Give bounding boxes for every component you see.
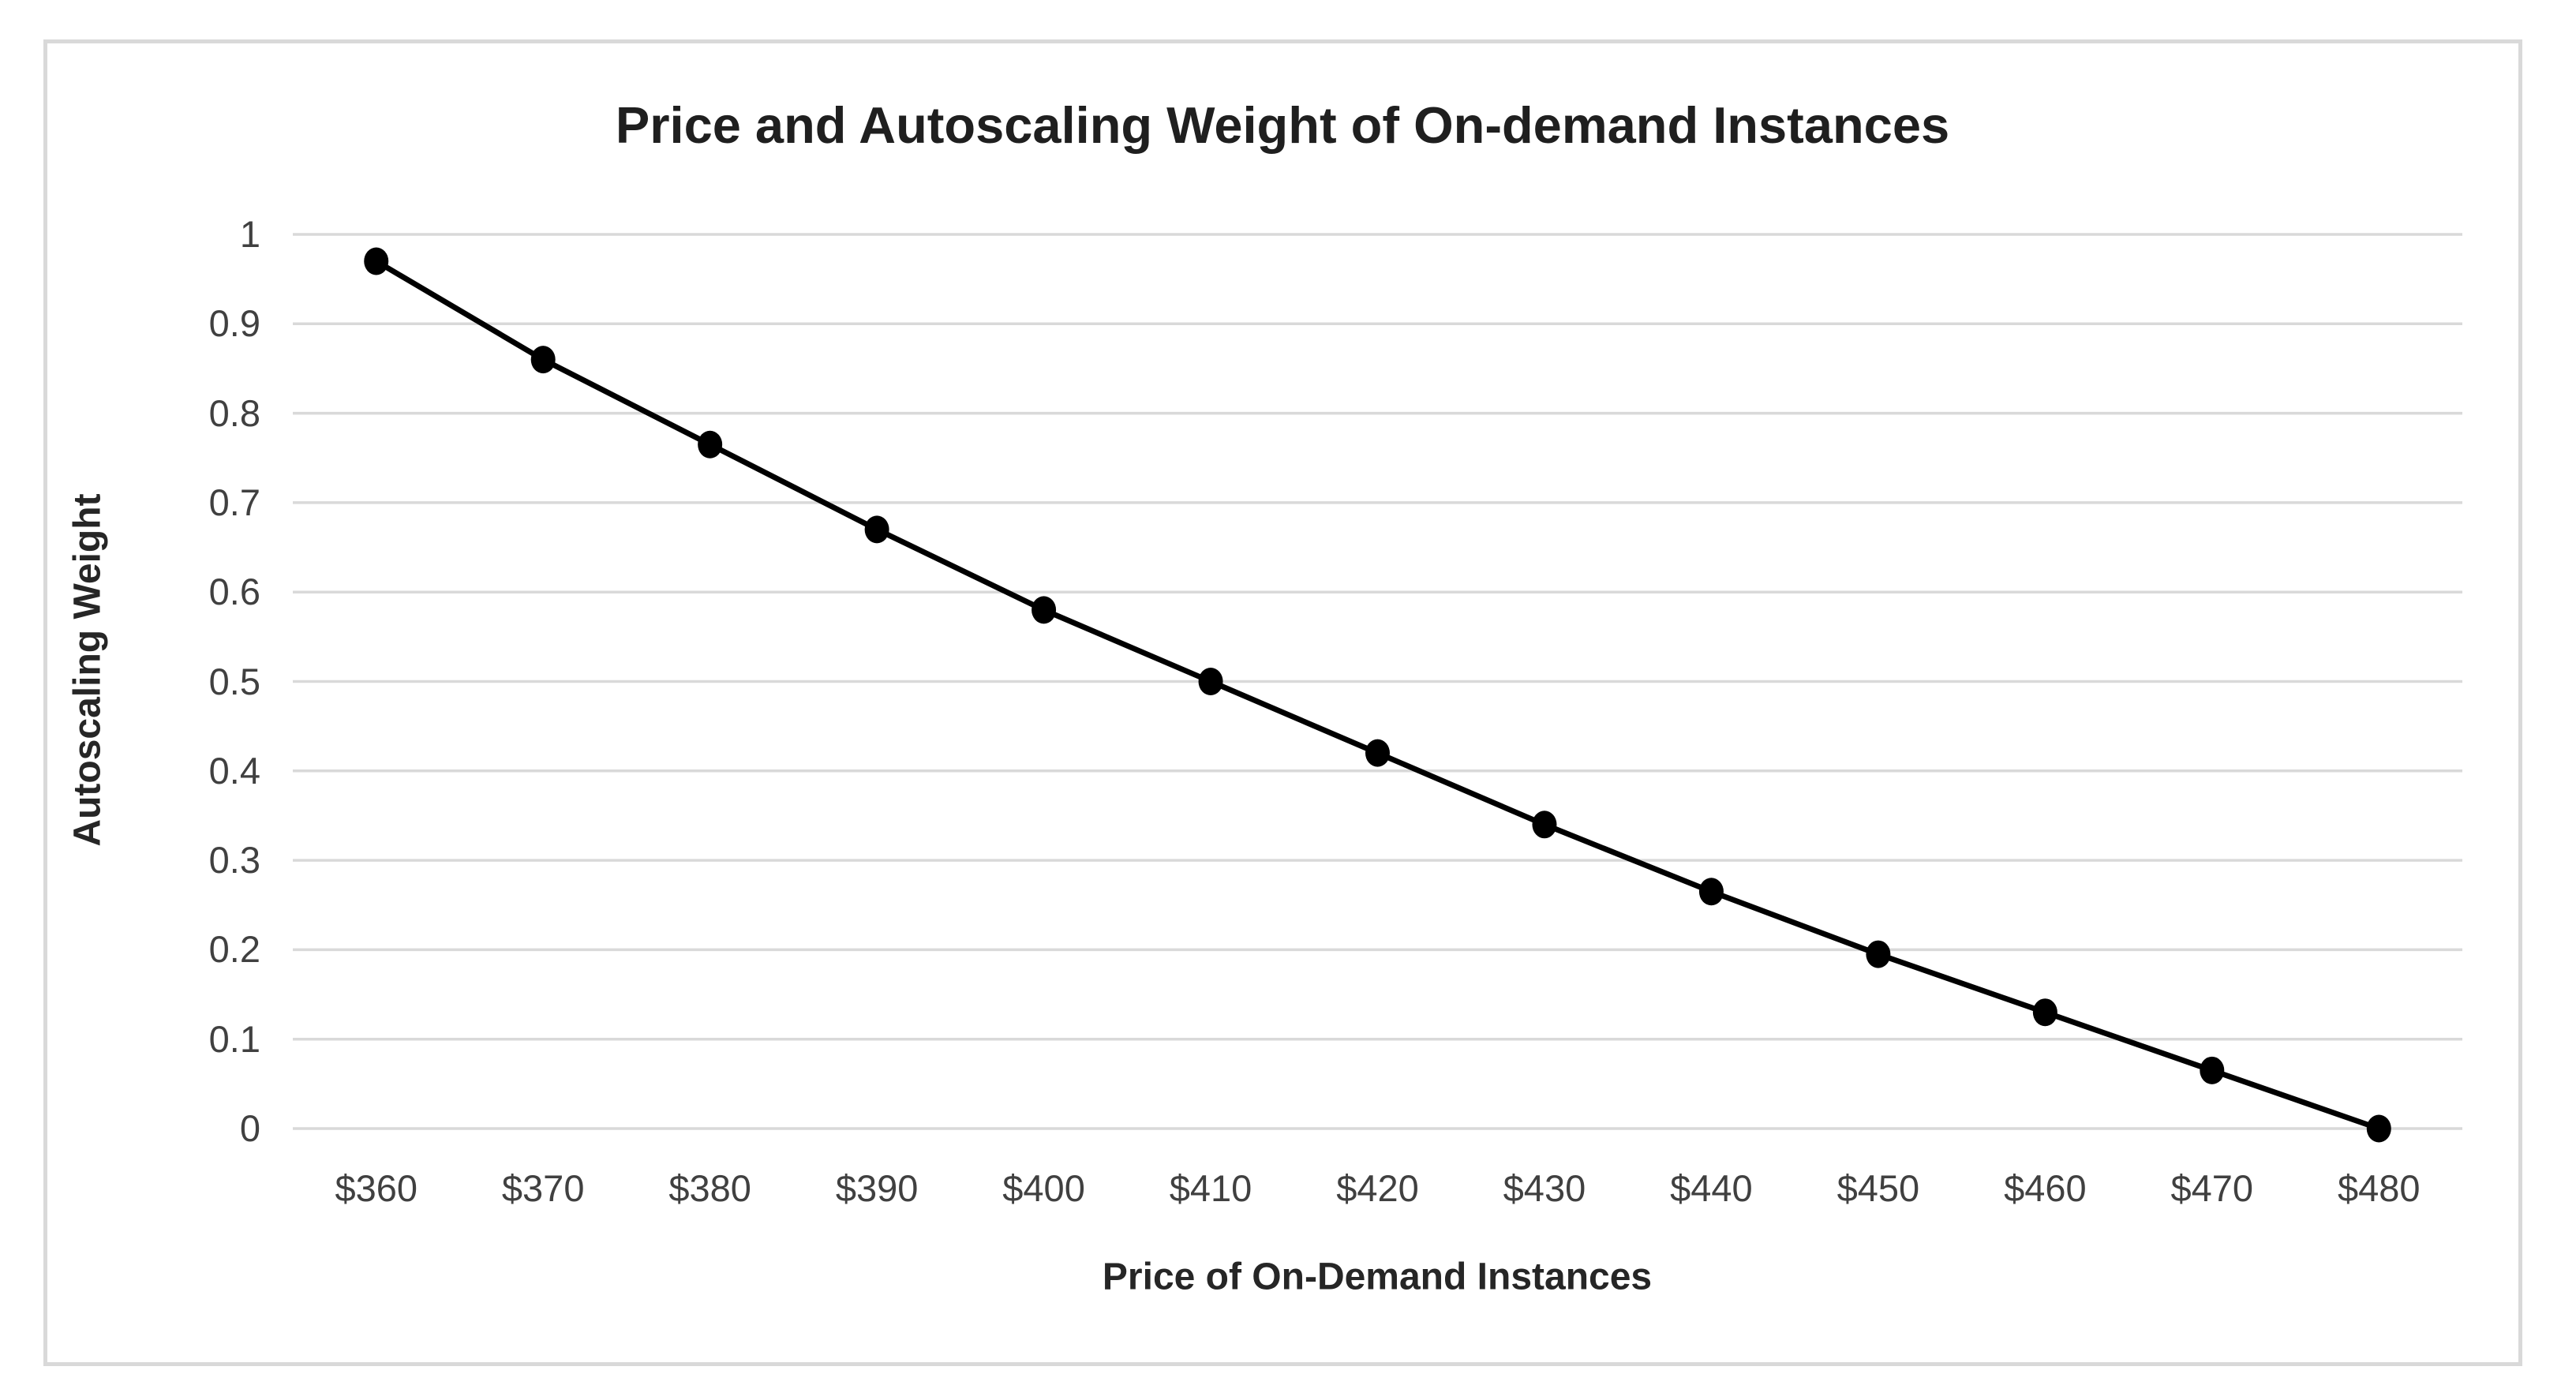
data-point-marker — [2032, 998, 2057, 1027]
y-tick-label: 0.2 — [208, 928, 260, 971]
x-tick-label: $430 — [1503, 1167, 1586, 1209]
y-tick-label: 0 — [239, 1107, 260, 1149]
data-point-marker — [1365, 739, 1390, 767]
data-point-marker — [1698, 878, 1724, 906]
data-point-marker — [1532, 811, 1557, 839]
data-point-marker — [364, 247, 389, 275]
data-point-marker — [2200, 1056, 2225, 1084]
x-tick-label: $380 — [668, 1167, 751, 1209]
x-tick-label: $360 — [335, 1167, 417, 1209]
data-point-marker — [1032, 596, 1057, 624]
data-point-marker — [1198, 668, 1223, 695]
x-axis-title: Price of On-Demand Instances — [1102, 1256, 1653, 1298]
y-tick-label: 0.9 — [208, 302, 260, 345]
data-point-marker — [1866, 940, 1891, 968]
x-tick-label: $450 — [1837, 1167, 1920, 1209]
data-point-marker — [2366, 1114, 2391, 1143]
x-tick-label: $390 — [835, 1167, 919, 1209]
chart-title: Price and Autoscaling Weight of On-deman… — [615, 96, 1950, 154]
y-tick-label: 0.8 — [208, 391, 260, 434]
y-tick-label: 0.1 — [208, 1017, 260, 1060]
x-tick-label: $440 — [1670, 1167, 1753, 1209]
y-tick-label: 0.4 — [208, 749, 260, 792]
y-tick-label: 1 — [239, 213, 260, 255]
series-line — [374, 258, 2380, 1132]
x-tick-label: $420 — [1336, 1167, 1419, 1209]
y-tick-label: 0.7 — [208, 481, 260, 523]
x-tick-label: $370 — [501, 1167, 585, 1209]
x-tick-label: $470 — [2170, 1167, 2254, 1209]
y-tick-label: 0.5 — [208, 660, 260, 702]
chart-border — [43, 39, 2522, 1366]
data-point-marker — [864, 515, 889, 544]
x-tick-label: $410 — [1169, 1167, 1252, 1209]
y-tick-label: 0.6 — [208, 571, 260, 613]
x-tick-label: $460 — [2004, 1167, 2087, 1209]
x-tick-label: $480 — [2337, 1167, 2421, 1209]
data-point-marker — [530, 346, 556, 374]
y-tick-label: 0.3 — [208, 839, 260, 882]
x-tick-label: $400 — [1002, 1167, 1085, 1209]
data-point-marker — [698, 430, 723, 459]
